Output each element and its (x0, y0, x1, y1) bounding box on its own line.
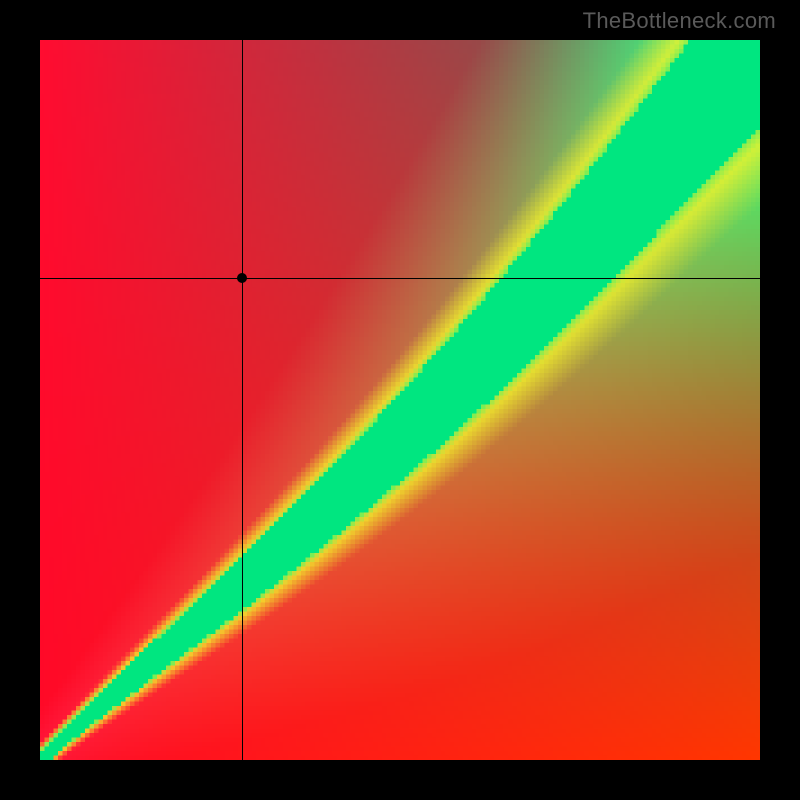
crosshair-marker-dot (237, 273, 247, 283)
crosshair-horizontal-line (40, 278, 760, 279)
watermark-text: TheBottleneck.com (583, 8, 776, 34)
crosshair-vertical-line (242, 40, 243, 760)
heatmap-canvas (40, 40, 760, 760)
bottleneck-heatmap-plot (40, 40, 760, 760)
